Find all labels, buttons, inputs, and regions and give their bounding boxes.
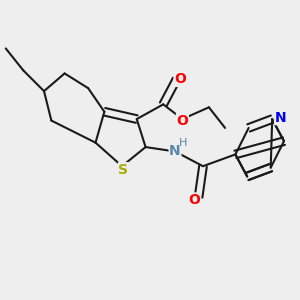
Text: H: H [179,138,188,148]
Text: N: N [274,111,286,124]
Text: S: S [118,163,128,177]
Text: O: O [174,72,186,86]
Text: O: O [176,114,188,128]
Text: N: N [169,144,181,158]
Text: O: O [188,193,200,207]
